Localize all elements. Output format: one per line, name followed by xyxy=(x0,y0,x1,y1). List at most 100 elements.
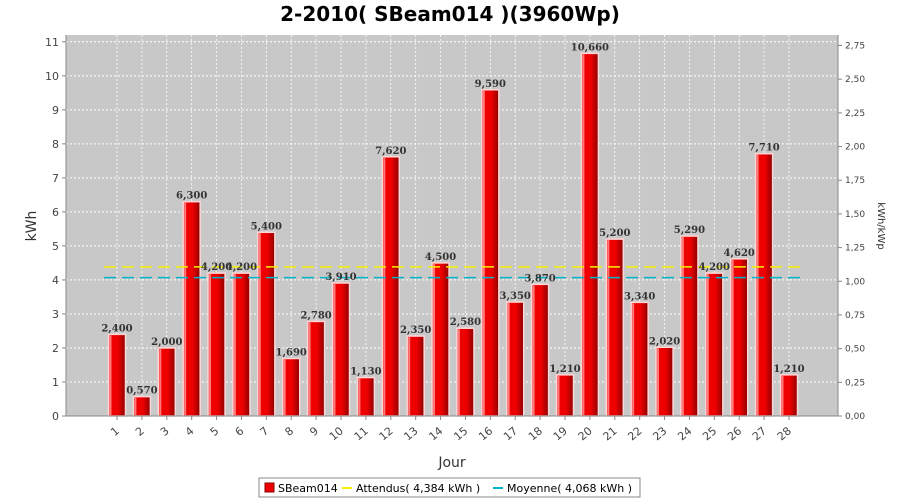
x-tick-label: 9 xyxy=(307,424,321,438)
data-label-day-12: 7,620 xyxy=(375,146,406,157)
bar-day-5 xyxy=(207,272,226,417)
y-tick-label: 1 xyxy=(52,376,59,389)
axes xyxy=(65,35,839,417)
bar-highlight xyxy=(582,54,585,417)
bar-highlight xyxy=(283,359,286,416)
data-label-day-23: 2,020 xyxy=(649,336,680,347)
y-right-tick-label: 2,25 xyxy=(845,109,865,119)
bar-highlight xyxy=(532,285,535,416)
data-label-day-25: 4,200 xyxy=(699,262,730,273)
y-tick-label: 4 xyxy=(52,274,59,287)
bar-highlight xyxy=(258,233,261,416)
bar-day-19 xyxy=(555,374,575,417)
x-axis-label: Jour xyxy=(437,455,466,471)
bar-highlight xyxy=(333,283,336,416)
y-tick-label: 2 xyxy=(52,342,59,355)
y-axis-ticks: 0 1 2 3 4 5 6 7 8 9 10 11 xyxy=(45,36,66,423)
bar-day-21 xyxy=(605,238,625,417)
x-tick-label: 22 xyxy=(626,424,645,443)
data-label-day-14: 4,500 xyxy=(425,252,456,263)
y-tick-label: 3 xyxy=(52,308,59,321)
x-tick-label: 13 xyxy=(402,424,421,443)
bar-highlight xyxy=(134,397,137,416)
bar-day-1 xyxy=(107,333,127,417)
x-tick-label: 24 xyxy=(675,424,694,443)
bar-highlight xyxy=(209,274,212,416)
y-right-tick-label: 2,75 xyxy=(845,42,865,52)
data-label-day-18: 3,870 xyxy=(524,273,555,284)
x-tick-label: 2 xyxy=(133,424,147,438)
y-axis-label: kWh xyxy=(24,211,40,242)
x-tick-label: 5 xyxy=(208,424,222,438)
data-label-day-2: 0,570 xyxy=(126,386,157,397)
bar-day-3 xyxy=(157,347,177,417)
x-tick-label: 23 xyxy=(650,424,669,443)
x-tick-label: 3 xyxy=(158,424,172,438)
y-tick-label: 11 xyxy=(45,36,59,49)
bar-day-7 xyxy=(257,231,276,417)
bar-highlight xyxy=(457,329,460,416)
y-right-tick-label: 0,00 xyxy=(845,412,865,422)
bar-day-27 xyxy=(754,152,774,417)
bar-day-8 xyxy=(281,357,301,417)
bar-highlight xyxy=(358,378,361,416)
data-label-day-24: 5,290 xyxy=(674,225,705,236)
data-label-day-22: 3,340 xyxy=(624,291,655,302)
x-axis-ticks: 1 2 3 4 5 6 7 8 9 10 11 12 13 14 15 16 17 18 19 20 21 22 23 24 2… xyxy=(108,416,794,443)
data-label-day-3: 2,000 xyxy=(151,337,182,348)
data-label-day-19: 1,210 xyxy=(549,364,580,375)
legend-entry-moyenne: Moyenne( 4,068 kWh ) xyxy=(507,482,632,495)
y-right-tick-label: 0,50 xyxy=(845,345,865,355)
bar-highlight xyxy=(756,154,759,416)
x-tick-label: 11 xyxy=(352,424,371,443)
bar-highlight xyxy=(706,274,709,416)
data-labels: 2,4000,5702,0006,3004,2004,2005,4001,690… xyxy=(101,42,804,396)
x-tick-label: 8 xyxy=(282,424,296,438)
x-tick-label: 1 xyxy=(108,424,122,438)
y-right-tick-label: 1,75 xyxy=(845,176,865,186)
bar-highlight xyxy=(184,202,187,416)
x-tick-label: 19 xyxy=(551,424,570,443)
bar-day-18 xyxy=(530,283,550,417)
x-tick-label: 16 xyxy=(476,424,495,443)
data-label-day-26: 4,620 xyxy=(724,248,755,259)
bar-highlight xyxy=(482,90,485,417)
bar-day-16 xyxy=(481,89,500,417)
bar-highlight xyxy=(731,259,734,416)
bar-day-20 xyxy=(580,52,600,417)
data-label-day-28: 1,210 xyxy=(773,364,804,375)
x-tick-label: 27 xyxy=(750,424,769,443)
bar-day-2 xyxy=(132,395,152,417)
bars-group xyxy=(107,52,799,417)
legend: SBeam014 Attendus( 4,384 kWh ) Moyenne( … xyxy=(258,477,641,498)
x-tick-label: 20 xyxy=(576,424,595,443)
y-right-tick-label: 1,00 xyxy=(845,277,865,287)
legend-entry-attendus: Attendus( 4,384 kWh ) xyxy=(356,482,480,495)
bar-day-6 xyxy=(232,272,251,417)
bar-highlight xyxy=(159,348,162,416)
bar-day-17 xyxy=(505,301,525,417)
y-tick-label: 0 xyxy=(52,410,59,423)
data-label-day-1: 2,400 xyxy=(101,323,132,334)
y-right-tick-label: 0,25 xyxy=(845,378,865,388)
data-label-day-10: 3,910 xyxy=(325,272,356,283)
x-tick-label: 18 xyxy=(526,424,545,443)
data-label-day-16: 9,590 xyxy=(475,79,506,90)
bar-highlight xyxy=(557,375,560,416)
bar-highlight xyxy=(781,375,784,416)
data-label-day-7: 5,400 xyxy=(251,221,282,232)
x-tick-label: 7 xyxy=(258,424,272,438)
bar-day-9 xyxy=(306,320,326,417)
x-tick-label: 25 xyxy=(700,424,719,443)
x-tick-label: 4 xyxy=(183,424,197,438)
bar-day-4 xyxy=(182,200,201,417)
y-right-tick-label: 2,00 xyxy=(845,143,865,153)
bar-highlight xyxy=(607,240,610,416)
y-tick-label: 7 xyxy=(52,172,59,185)
data-label-day-5: 4,200 xyxy=(201,262,232,273)
data-label-day-6: 4,200 xyxy=(226,262,257,273)
bar-highlight xyxy=(681,237,684,416)
legend-swatch-sbeam014 xyxy=(264,482,275,493)
bar-day-25 xyxy=(705,272,724,417)
legend-entry-sbeam014: SBeam014 xyxy=(278,482,338,495)
